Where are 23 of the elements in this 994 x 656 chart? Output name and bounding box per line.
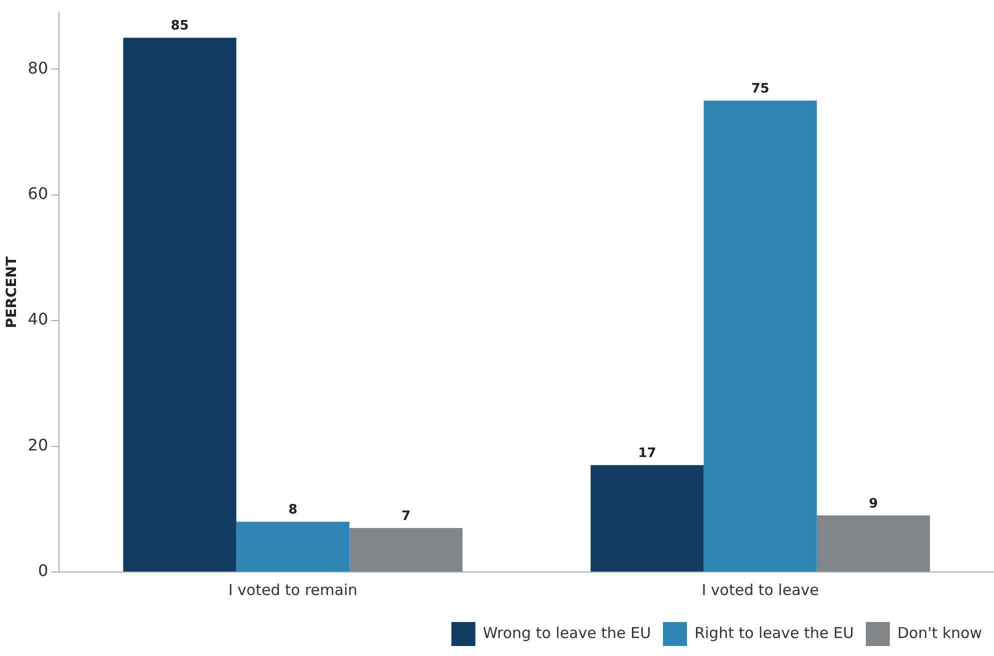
bar	[816, 515, 930, 572]
legend-label: Wrong to leave the EU	[482, 624, 651, 642]
data-label: 7	[401, 508, 411, 524]
bar	[349, 528, 463, 572]
y-axis-title: PERCENT	[4, 256, 20, 328]
data-label: 17	[638, 446, 656, 462]
bar	[590, 465, 704, 572]
bar	[704, 100, 817, 572]
y-tick-label: 0	[38, 561, 48, 580]
data-label: 8	[288, 502, 298, 518]
y-tick-label: 40	[28, 310, 48, 329]
x-tick-label: I voted to remain	[228, 580, 358, 599]
legend-label: Don't know	[897, 624, 982, 642]
bar	[236, 522, 350, 572]
bar	[123, 38, 236, 572]
data-label: 75	[751, 81, 770, 96]
legend-label: Right to leave the EU	[694, 624, 854, 642]
x-tick-label: I voted to leave	[702, 580, 819, 599]
y-tick-label: 80	[28, 58, 48, 78]
data-label: 85	[170, 18, 189, 34]
data-label: 9	[868, 496, 878, 512]
y-tick-label: 20	[28, 435, 48, 454]
y-tick-label: 60	[28, 184, 48, 204]
